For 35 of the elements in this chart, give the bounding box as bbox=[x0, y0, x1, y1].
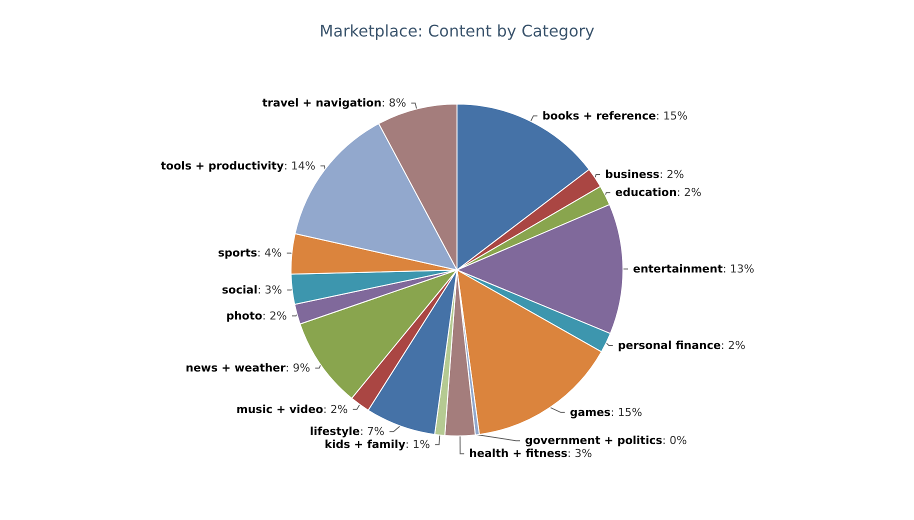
slice-label: music + video bbox=[236, 402, 324, 416]
slice-label: tools + productivity bbox=[160, 159, 284, 172]
data-label: : 7% bbox=[360, 425, 385, 438]
slice-label: entertainment bbox=[632, 262, 723, 276]
slice-label: business bbox=[605, 168, 660, 181]
data-label: : 9% bbox=[286, 362, 310, 375]
data-label: : 2% bbox=[323, 402, 348, 416]
slice-label: government + politics bbox=[525, 434, 663, 448]
data-label: : 3% bbox=[257, 284, 282, 297]
slice-label: news + weather bbox=[186, 362, 286, 375]
data-label: : 8% bbox=[382, 96, 406, 110]
slice-label: social bbox=[222, 284, 258, 297]
data-label: : 2% bbox=[262, 309, 287, 322]
slice-label: books + reference bbox=[542, 109, 656, 122]
slice-label: personal finance bbox=[618, 338, 721, 352]
data-label: : 0% bbox=[662, 434, 687, 448]
slice-label: games bbox=[570, 406, 612, 419]
data-label: : 14% bbox=[284, 159, 316, 172]
data-label: : 15% bbox=[656, 109, 688, 122]
data-label: : 4% bbox=[257, 246, 282, 260]
data-label: : 15% bbox=[610, 406, 642, 419]
slice-label: photo bbox=[226, 309, 263, 322]
slice-label: travel + navigation bbox=[262, 96, 382, 110]
slice-label: lifestyle bbox=[310, 425, 360, 438]
data-label: : 13% bbox=[722, 262, 754, 276]
slice-label: kids + family bbox=[324, 438, 406, 452]
slice-label: health + fitness bbox=[469, 447, 568, 460]
data-label: : 2% bbox=[676, 186, 702, 200]
slice-label: sports bbox=[218, 246, 258, 260]
slice-label: education bbox=[615, 186, 677, 200]
data-label: : 3% bbox=[567, 447, 592, 460]
data-label: : 2% bbox=[659, 168, 684, 181]
data-label: : 2% bbox=[720, 338, 746, 352]
chart-title: Marketplace: Content by Category bbox=[319, 22, 595, 40]
data-label: : 1% bbox=[405, 438, 430, 452]
